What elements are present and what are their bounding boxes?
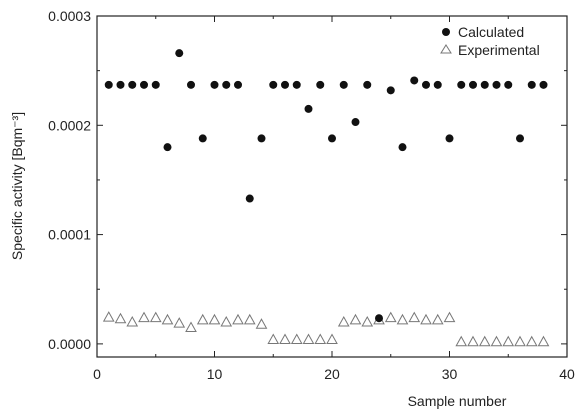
experimental-point: [232, 313, 244, 325]
experimental-point: [455, 335, 468, 347]
series-layer: [102, 49, 550, 347]
series-experimental: [102, 311, 550, 347]
x-tick-label: 20: [324, 366, 340, 382]
experimental-point: [326, 333, 338, 345]
calculated-point: [445, 134, 454, 143]
calculated-point: [151, 80, 160, 89]
calculated-point: [292, 80, 301, 89]
calculated-point: [222, 80, 231, 89]
calculated-point: [351, 118, 360, 127]
series-calculated: [104, 49, 548, 323]
experimental-point: [161, 313, 174, 325]
experimental-point: [302, 333, 315, 345]
calculated-point: [375, 314, 383, 323]
experimental-point: [102, 311, 115, 322]
experimental-point: [525, 335, 538, 347]
experimental-point: [267, 333, 280, 345]
calculated-point: [339, 80, 348, 89]
calculated-point: [140, 80, 148, 89]
y-axis-title: Specific activity [Bqm⁻³]: [9, 112, 25, 260]
experimental-point: [208, 313, 221, 325]
experimental-point: [396, 313, 409, 325]
experimental-point: [490, 335, 503, 347]
experimental-point: [185, 321, 197, 332]
experimental-point: [196, 313, 209, 325]
experimental-point: [138, 311, 150, 323]
calculated-point: [234, 80, 242, 89]
calculated-point: [128, 80, 137, 89]
calculated-point: [269, 80, 278, 89]
experimental-point: [467, 335, 479, 347]
legend-marker-experimental: [440, 44, 452, 54]
calculated-point: [198, 134, 207, 143]
experimental-point: [361, 315, 374, 327]
calculated-point: [539, 80, 548, 89]
legend-marker-calculated: [442, 28, 450, 36]
calculated-point: [316, 80, 325, 89]
x-axis-ticks: 0 10 20 30 40: [93, 16, 575, 382]
calculated-point: [386, 86, 395, 95]
experimental-point: [279, 333, 291, 345]
legend-label-experimental: Experimental: [458, 42, 540, 58]
x-axis-title: Sample number: [408, 393, 507, 409]
experimental-point: [514, 335, 526, 347]
x-tick-label: 40: [559, 366, 575, 382]
calculated-point: [516, 134, 524, 143]
experimental-point: [384, 311, 397, 323]
calculated-point: [469, 80, 477, 89]
experimental-point: [349, 313, 362, 325]
calculated-point: [257, 134, 266, 143]
y-tick-label: 0.0003: [48, 8, 91, 24]
calculated-point: [245, 194, 254, 203]
calculated-point: [398, 143, 407, 152]
x-tick-label: 10: [207, 366, 223, 382]
calculated-point: [433, 80, 442, 89]
calculated-point: [504, 80, 513, 89]
calculated-point: [210, 80, 219, 89]
y-tick-label: 0.0002: [48, 117, 91, 133]
x-tick-label: 0: [93, 366, 101, 382]
y-tick-label: 0.0001: [48, 227, 91, 243]
x-tick-label: 30: [442, 366, 458, 382]
calculated-point: [116, 80, 125, 89]
calculated-point: [363, 80, 372, 89]
calculated-point: [410, 76, 419, 85]
calculated-point: [457, 80, 466, 89]
calculated-point: [492, 80, 501, 89]
calculated-point: [187, 80, 195, 89]
experimental-point: [408, 311, 421, 323]
experimental-point: [502, 335, 515, 347]
experimental-point: [255, 318, 268, 329]
experimental-point: [420, 313, 432, 325]
calculated-point: [304, 104, 313, 113]
experimental-point: [114, 312, 127, 324]
plot-frame: [96, 15, 568, 358]
experimental-point: [126, 315, 139, 327]
experimental-point: [149, 311, 162, 323]
experimental-point: [290, 333, 303, 345]
calculated-point: [163, 143, 172, 152]
experimental-point: [243, 313, 256, 325]
calculated-point: [281, 80, 289, 89]
y-tick-label: 0.0000: [48, 336, 91, 352]
experimental-point: [314, 333, 327, 345]
calculated-point: [527, 80, 536, 89]
calculated-point: [328, 134, 336, 143]
y-axis-ticks: 0.0000 0.0001 0.0002 0.0003: [48, 8, 567, 352]
experimental-point: [173, 317, 186, 328]
experimental-point: [337, 315, 350, 327]
calculated-point: [104, 80, 113, 89]
calculated-point: [175, 49, 184, 58]
experimental-point: [431, 313, 444, 325]
calculated-point: [480, 80, 489, 89]
calculated-point: [422, 80, 430, 89]
experimental-point: [220, 315, 233, 327]
experimental-point: [537, 335, 550, 347]
experimental-point: [443, 311, 456, 323]
legend: Calculated Experimental: [440, 24, 540, 58]
experimental-point: [478, 335, 491, 347]
legend-label-calculated: Calculated: [458, 24, 524, 40]
